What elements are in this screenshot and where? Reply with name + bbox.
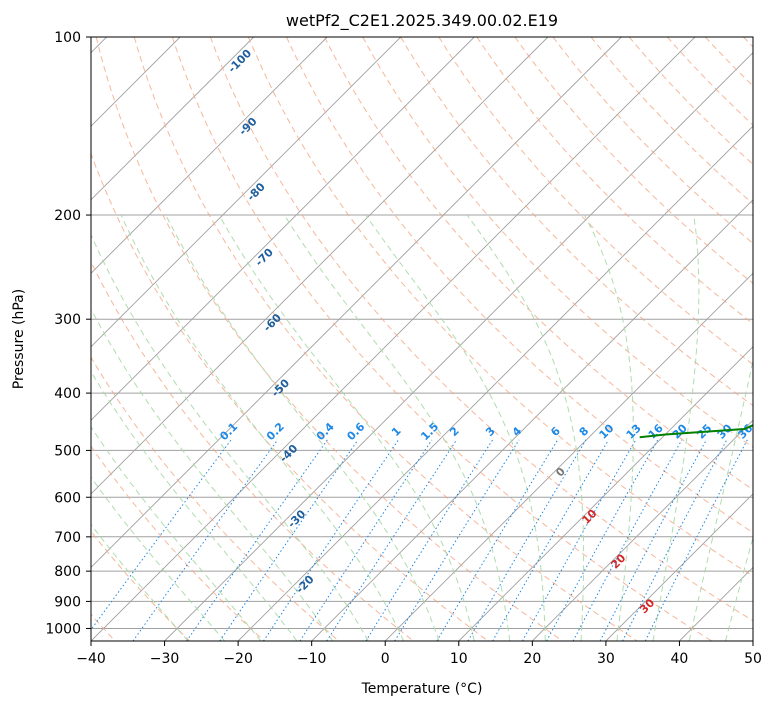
isotherm-line [531, 419, 753, 641]
isotherm-line [605, 493, 753, 641]
mixing-ratio-line [219, 439, 359, 641]
mixing-ratio-line [263, 439, 399, 641]
dry-adiabat [362, 37, 753, 448]
dry-adiabat [133, 37, 638, 641]
moist-adiabat [584, 214, 634, 641]
moist-adiabat [165, 214, 440, 641]
y-tick-label: 900 [54, 594, 81, 610]
moist-adiabat [466, 214, 585, 641]
mixing-ratio-line [644, 439, 748, 641]
y-tick-label: 500 [54, 443, 81, 459]
dry-adiabat [590, 37, 753, 205]
moist-adiabat [120, 214, 405, 641]
y-tick-label: 400 [54, 386, 81, 402]
mixing-ratio-line [299, 439, 433, 641]
mixing-ratio-line [186, 439, 328, 641]
dry-adiabat [324, 37, 753, 491]
y-tick-label: 700 [54, 530, 81, 546]
x-tick-label: −40 [76, 651, 106, 667]
dry-adiabat [400, 37, 753, 407]
x-axis-label: Temperature (°C) [361, 681, 483, 697]
dry-adiabat [91, 152, 489, 641]
isotherm-line [91, 37, 402, 348]
dry-adiabat [247, 37, 753, 577]
y-axis-ticks: 100 200 300 400 500 600 700 800 900 1000 [45, 30, 91, 637]
dry-adiabat [95, 37, 563, 641]
y-tick-label: 200 [54, 208, 81, 224]
y-tick-label: 1000 [45, 621, 81, 637]
isotherm-line [164, 51, 753, 641]
moist-adiabat [91, 426, 262, 641]
moist-adiabat [218, 214, 475, 641]
x-tick-label: 40 [671, 651, 689, 667]
dry-adiabat [438, 37, 753, 366]
x-tick-label: 10 [450, 651, 468, 667]
moist-adiabat [91, 370, 298, 641]
y-tick-label: 600 [54, 490, 81, 506]
isotherm-line [91, 37, 696, 641]
mixing-ratio-line [91, 439, 232, 631]
dry-adiabat [209, 37, 753, 622]
y-tick-label: 800 [54, 564, 81, 580]
isotherm-line [384, 272, 753, 641]
mixing-ratio-lines [91, 439, 748, 641]
moist-adiabat [91, 476, 225, 641]
mixing-ratio-line [467, 439, 587, 641]
plot-frame [90, 36, 754, 642]
mixing-ratio-line [522, 439, 637, 641]
x-tick-label: −10 [297, 651, 327, 667]
y-axis-label: Pressure (hPa) [11, 289, 27, 389]
dry-adiabat [171, 37, 713, 641]
isotherm-line [237, 125, 753, 641]
x-tick-label: 30 [597, 651, 615, 667]
dry-adiabats [91, 37, 753, 641]
chart-title: wetPf2_C2E1.2025.349.00.02.E19 [286, 11, 558, 31]
dry-adiabat [552, 37, 753, 245]
x-tick-label: 0 [381, 651, 390, 667]
moist-adiabats [91, 214, 753, 641]
dry-adiabat [286, 37, 753, 534]
x-tick-label: −20 [223, 651, 253, 667]
y-tick-label: 100 [54, 30, 81, 46]
x-axis-ticks: −40 −30 −20 −10 0 10 20 30 40 50 [76, 641, 762, 667]
isotherm-line [91, 37, 328, 274]
mixing-ratio-line [326, 439, 458, 641]
mixing-ratio-line [394, 439, 520, 641]
isotherm-line [91, 37, 622, 569]
mixing-ratio-line [492, 439, 610, 641]
moist-adiabat [91, 308, 334, 641]
mixing-ratio-line [365, 439, 494, 641]
x-tick-label: 50 [744, 651, 762, 667]
y-tick-label: 300 [54, 312, 81, 328]
plot-area: -100-90-80-70-60-50-40-30-20-10010203040… [91, 37, 753, 661]
mixing-ratio-line [436, 439, 559, 641]
gridlines [91, 37, 753, 641]
dry-adiabat [91, 260, 414, 641]
moist-adiabat [365, 214, 546, 641]
x-tick-label: −30 [150, 651, 180, 667]
mixing-ratio-line [546, 439, 659, 641]
isotherm-line [91, 37, 255, 201]
isotherm-line [91, 37, 549, 495]
dry-adiabat-label: -10 [302, 638, 325, 661]
moist-adiabat [652, 214, 700, 641]
moist-adiabat [91, 233, 369, 641]
x-tick-label: 20 [523, 651, 541, 667]
isotherm-line [91, 37, 475, 421]
dry-adiabat [91, 356, 340, 641]
isotherm-line [458, 346, 753, 641]
